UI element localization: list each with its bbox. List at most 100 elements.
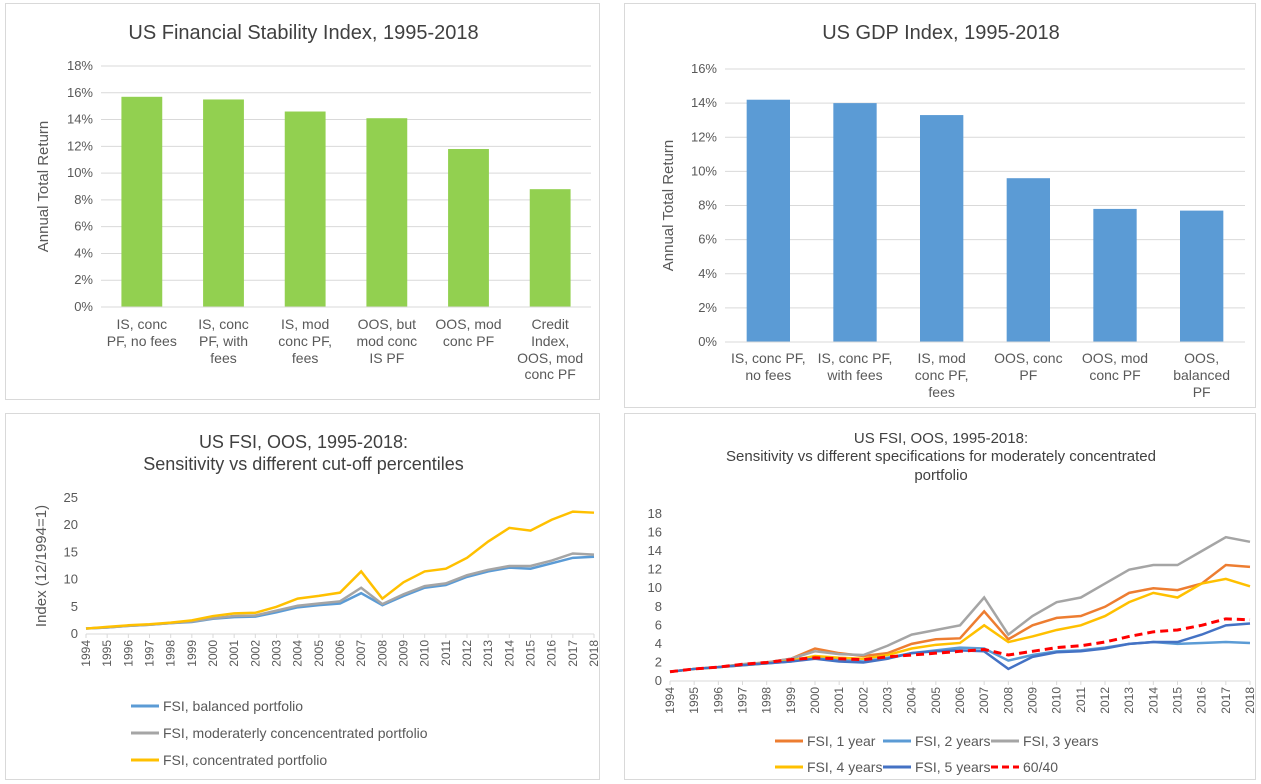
- bar: [833, 103, 877, 342]
- y-tick-label: 10%: [67, 165, 93, 180]
- chart-title: US FSI, OOS, 1995-2018:: [853, 430, 1029, 447]
- y-tick-label: 18: [648, 506, 662, 521]
- x-tick-label: 2018: [1243, 687, 1255, 714]
- x-tick-label: 2004: [905, 687, 919, 714]
- x-tick-label: 2014: [502, 640, 516, 667]
- bar: [448, 149, 489, 307]
- y-tick-label: 8%: [698, 198, 717, 213]
- panel: 0% 2% 4% 6% 8% 10% 12% 14% 16% 18% Annual Total Re…: [5, 3, 600, 400]
- x-tick-label: 1994: [79, 640, 93, 667]
- x-tick-label: 2015: [524, 640, 538, 667]
- x-tick-label: 1999: [784, 687, 798, 714]
- y-tick-label: 16%: [67, 85, 93, 100]
- x-tick-label: 2001: [227, 640, 241, 667]
- x-tick-label: 2008: [375, 640, 389, 667]
- chart-subtitle: Sensitivity vs different specifications …: [726, 448, 1156, 484]
- x-tick-label: 1997: [143, 640, 157, 667]
- y-tick-label: 10: [64, 572, 78, 587]
- x-tick-label: 2015: [1171, 687, 1185, 714]
- bar: [366, 118, 408, 307]
- chart: 0% 2% 4% 6% 8% 10% 12% 14% 16% 18% Annual Total Re…: [35, 58, 591, 314]
- x-tick-label: IS, conc PF, no fees: [730, 350, 806, 383]
- panel: 0% 2% 4% 6% 8% 10% 12% 14% 16% Annual Total Retur…: [624, 3, 1256, 408]
- legend-label: FSI, 2 years: [915, 733, 990, 749]
- chart: 0% 2% 4% 6% 8% 10% 12% 14% 16% Annual Total Retur…: [660, 61, 1245, 349]
- x-tick-label: 2011: [439, 640, 453, 666]
- chart: 0 5 10 15 20 25 Index (12/1994=1) 1994 1995 1996 1…: [33, 490, 599, 768]
- y-tick-label: 4%: [698, 266, 717, 281]
- x-tick-label: 2014: [1146, 687, 1160, 714]
- x-tick-label: OOS, mod conc PF: [1081, 350, 1149, 383]
- legend-label: FSI, 4 years: [807, 759, 882, 775]
- y-tick-label: 14%: [691, 95, 717, 110]
- x-tick-label: OOS, conc PF: [994, 350, 1063, 383]
- y-tick-label: 12%: [67, 138, 93, 153]
- bar: [1093, 208, 1137, 342]
- bar: [1180, 210, 1224, 342]
- x-tick-label: 2008: [1001, 687, 1015, 714]
- y-tick-label: 8%: [74, 192, 93, 207]
- y-tick-label: 20: [64, 517, 78, 532]
- x-tick-label: IS, mod conc PF, fees: [278, 316, 332, 366]
- y-axis-label: Annual Total Return: [660, 140, 677, 271]
- y-tick-label: 2%: [698, 300, 717, 315]
- y-tick-label: 8: [655, 599, 662, 614]
- y-tick-label: 6: [655, 617, 662, 632]
- x-tick-label: 1997: [736, 687, 750, 714]
- x-tick-label: 2005: [312, 640, 326, 667]
- legend-label: FSI, moderaterly concencentrated portfol…: [163, 725, 428, 741]
- x-tick-label: 2002: [248, 640, 262, 667]
- y-tick-label: 12%: [691, 129, 717, 144]
- x-tick-label: 1994: [663, 687, 677, 714]
- x-tick-label: 2016: [545, 640, 559, 667]
- y-tick-label: 0%: [74, 299, 93, 314]
- x-tick-label: 1998: [164, 640, 178, 667]
- x-tick-label: 2009: [1026, 687, 1040, 714]
- series-line: [669, 640, 1251, 673]
- chart: 0 2 4 6 8 10 12 14 16 18 1994 1995 1996 1997 1998 1999 2…: [648, 506, 1255, 775]
- x-tick-label: 2004: [291, 640, 305, 667]
- y-tick-label: 0%: [698, 334, 717, 349]
- x-tick-label: 2016: [1195, 687, 1209, 714]
- x-tick-label: OOS, balanced PF: [1173, 350, 1231, 400]
- x-tick-label: 2011: [1074, 687, 1088, 713]
- y-tick-label: 2%: [74, 272, 93, 287]
- bar: [121, 96, 163, 308]
- y-tick-label: 16: [648, 525, 662, 540]
- y-tick-label: 16%: [691, 61, 717, 76]
- x-tick-label: 2003: [881, 687, 895, 714]
- x-tick-label: 1995: [100, 640, 114, 667]
- bar: [920, 115, 964, 342]
- x-tick-label: 2013: [1122, 687, 1136, 714]
- chart-title: US Financial Stability Index, 1995-2018: [128, 22, 479, 44]
- x-tick-label: 2001: [832, 687, 846, 714]
- x-tick-label: 2000: [808, 687, 822, 714]
- x-tick-label: 1996: [121, 640, 135, 667]
- y-axis-label: Annual Total Return: [35, 121, 52, 252]
- y-tick-label: 4: [655, 636, 662, 651]
- y-tick-label: 10%: [691, 163, 717, 178]
- x-tick-label: 1998: [760, 687, 774, 714]
- x-tick-label: Credit Index, OOS, mod conc PF: [517, 316, 584, 383]
- y-tick-label: 0: [655, 673, 662, 688]
- x-tick-label: IS, conc PF, with fees: [198, 316, 249, 366]
- x-tick-label: 2003: [270, 640, 284, 667]
- x-tick-label: 1996: [711, 687, 725, 714]
- x-tick-label: 2017: [566, 640, 580, 667]
- x-tick-label: IS, mod conc PF, fees: [914, 350, 969, 400]
- y-tick-label: 5: [71, 599, 78, 614]
- y-tick-label: 12: [648, 562, 662, 577]
- series-line: [85, 510, 595, 630]
- y-tick-label: 15: [64, 544, 78, 559]
- legend-label: FSI, concentrated portfolio: [163, 752, 327, 768]
- y-tick-label: 4%: [74, 245, 93, 260]
- x-tick-label: 2007: [354, 640, 368, 667]
- x-tick-label: IS, conc PF, no fees: [106, 316, 177, 349]
- x-tick-label: 2006: [333, 640, 347, 667]
- y-tick-label: 6%: [74, 219, 93, 234]
- x-tick-label: OOS, mod conc PF: [435, 316, 502, 349]
- x-tick-label: IS, conc PF, with fees: [817, 350, 893, 383]
- bar: [529, 189, 571, 307]
- x-tick-label: 1999: [185, 640, 199, 667]
- x-tick-label: 2017: [1219, 687, 1233, 714]
